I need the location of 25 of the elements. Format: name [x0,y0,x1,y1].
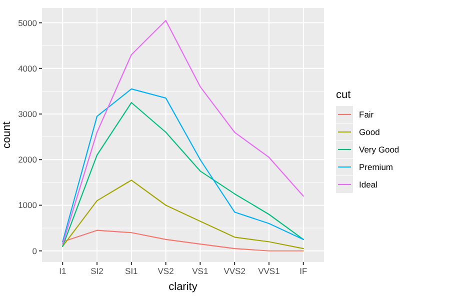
y-tick-label: 1000 [18,200,38,210]
y-tick-label: 3000 [18,108,38,119]
y-tick-label: 0 [32,246,38,256]
y-tick-label: 5000 [18,18,38,28]
x-tick-label: VS2 [158,266,174,276]
y-tick-label: 4000 [18,63,38,74]
legend-label: Ideal [359,179,378,190]
x-tick-label: SI2 [90,266,104,276]
y-tick-label: 2000 [18,154,38,165]
legend-title: cut [336,89,351,101]
legend-label: Premium [359,162,394,172]
x-tick-label: IF [300,266,308,276]
x-tick-label: VS1 [192,266,208,276]
x-tick-label: VVS1 [258,266,280,276]
legend-label: Good [359,126,380,137]
x-tick-label: VVS2 [224,266,246,276]
line-series [62,20,304,245]
legend-label: Fair [359,109,374,120]
line-series [62,230,304,252]
x-axis-title: clarity [168,281,198,293]
line-series [62,180,304,250]
x-tick-label: SI1 [125,266,138,276]
x-tick-label: I1 [59,266,66,276]
legend-label: Very Good [359,144,400,154]
y-axis-title: count [1,122,13,148]
